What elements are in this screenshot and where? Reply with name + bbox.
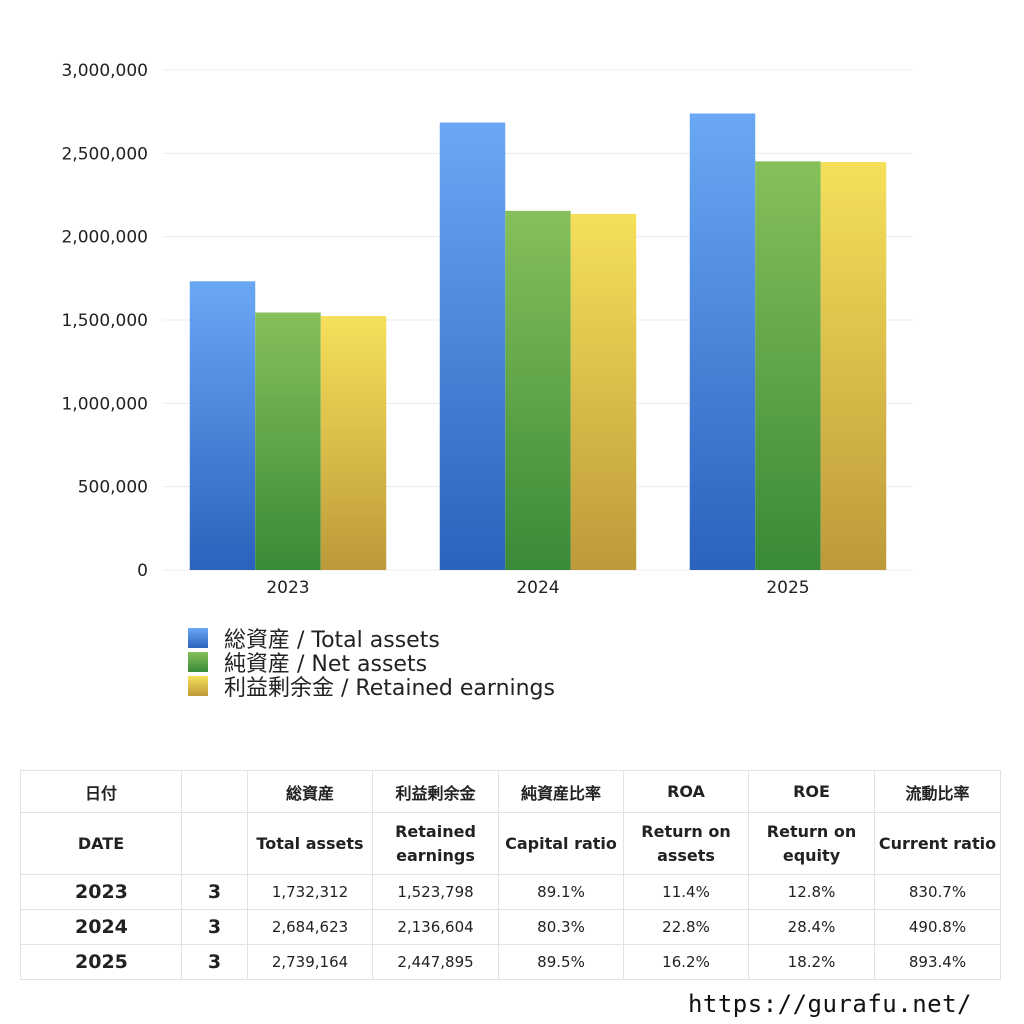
row-roa: 11.4%	[623, 874, 749, 910]
financial-summary-table: 日付 総資産 利益剰余金 純資産比率 ROA ROE 流動比率 DATE Tot…	[20, 770, 1001, 980]
row-month: 3	[181, 909, 248, 945]
table-header-row-jp: 日付 総資産 利益剰余金 純資産比率 ROA ROE 流動比率	[20, 770, 1001, 813]
header-roe-en: Return on equity	[748, 812, 875, 875]
legend-item-retained-earnings: 利益剰余金 / Retained earnings	[188, 674, 555, 701]
row-capital-ratio: 89.5%	[498, 944, 624, 980]
bar-total-assets-2025	[689, 113, 756, 571]
legend-swatch-net-assets	[188, 652, 208, 672]
legend-swatch-retained-earnings	[188, 676, 208, 696]
bars	[189, 113, 887, 571]
table-row: 2023 3 1,732,312 1,523,798 89.1% 11.4% 1…	[20, 874, 1001, 910]
row-retained-earnings: 2,447,895	[372, 944, 499, 980]
row-month: 3	[181, 874, 248, 910]
header-month-en	[181, 812, 248, 875]
legend-label-net-assets: 純資産 / Net assets	[224, 652, 428, 677]
y-tick-label: 2,000,000	[61, 228, 148, 248]
y-tick-label: 500,000	[78, 478, 148, 498]
header-roe-jp: ROE	[748, 770, 875, 813]
header-capital-ratio-en: Capital ratio	[498, 812, 624, 875]
row-retained-earnings: 1,523,798	[372, 874, 499, 910]
row-year: 2023	[20, 874, 182, 910]
bar-total-assets-2024	[439, 122, 506, 570]
row-current-ratio: 490.8%	[874, 909, 1001, 945]
row-year: 2025	[20, 944, 182, 980]
bar-chart: 0 500,000 1,000,000 1,500,000 2,000,000 2,500…	[61, 61, 913, 598]
table-row: 2024 3 2,684,623 2,136,604 80.3% 22.8% 2…	[20, 909, 1001, 945]
row-current-ratio: 893.4%	[874, 944, 1001, 980]
row-year: 2024	[20, 909, 182, 945]
header-retained-earnings-en: Retained earnings	[372, 812, 499, 875]
row-total-assets: 1,732,312	[247, 874, 373, 910]
y-tick-label: 1,000,000	[61, 394, 148, 414]
y-tick-label: 3,000,000	[61, 61, 148, 81]
row-total-assets: 2,739,164	[247, 944, 373, 980]
bar-net-assets-2023	[255, 312, 321, 570]
header-total-assets-jp: 総資産	[247, 770, 373, 813]
header-date-jp: 日付	[20, 770, 182, 813]
header-month-jp	[181, 770, 248, 813]
y-tick-label: 0	[137, 561, 148, 581]
x-axis-tick-labels: 2023 2024 2025	[266, 578, 809, 598]
row-capital-ratio: 80.3%	[498, 909, 624, 945]
header-date-en: DATE	[20, 812, 182, 875]
header-retained-earnings-jp: 利益剰余金	[372, 770, 499, 813]
row-roe: 12.8%	[748, 874, 875, 910]
row-roa: 22.8%	[623, 909, 749, 945]
bar-retained-earnings-2023	[320, 316, 387, 570]
legend-item-total-assets: 総資産 / Total assets	[188, 626, 555, 653]
row-total-assets: 2,684,623	[247, 909, 373, 945]
x-tick-label: 2024	[516, 578, 559, 598]
row-roe: 28.4%	[748, 909, 875, 945]
header-capital-ratio-jp: 純資産比率	[498, 770, 624, 813]
legend-label-total-assets: 総資産 / Total assets	[224, 628, 440, 653]
header-roa-en: Return on assets	[623, 812, 749, 875]
row-retained-earnings: 2,136,604	[372, 909, 499, 945]
bar-total-assets-2023	[189, 281, 256, 570]
row-current-ratio: 830.7%	[874, 874, 1001, 910]
x-tick-label: 2025	[766, 578, 809, 598]
table-header-row-en: DATE Total assets Retained earnings Capi…	[20, 812, 1001, 875]
bar-net-assets-2025	[755, 161, 821, 571]
x-tick-label: 2023	[266, 578, 309, 598]
row-capital-ratio: 89.1%	[498, 874, 624, 910]
row-roa: 16.2%	[623, 944, 749, 980]
bar-retained-earnings-2024	[570, 213, 637, 570]
legend-item-net-assets: 純資産 / Net assets	[188, 650, 555, 677]
bar-net-assets-2024	[505, 210, 571, 571]
legend-swatch-total-assets	[188, 628, 208, 648]
row-month: 3	[181, 944, 248, 980]
header-roa-jp: ROA	[623, 770, 749, 813]
header-current-ratio-en: Current ratio	[874, 812, 1001, 875]
row-roe: 18.2%	[748, 944, 875, 980]
y-axis-tick-labels: 0 500,000 1,000,000 1,500,000 2,000,000 2,500…	[61, 61, 148, 581]
table-row: 2025 3 2,739,164 2,447,895 89.5% 16.2% 1…	[20, 944, 1001, 980]
bar-retained-earnings-2025	[820, 162, 887, 570]
legend-label-retained-earnings: 利益剰余金 / Retained earnings	[224, 676, 555, 701]
y-tick-label: 1,500,000	[61, 311, 148, 331]
header-total-assets-en: Total assets	[247, 812, 373, 875]
legend: 総資産 / Total assets 純資産 / Net assets 利益剰余…	[188, 626, 555, 701]
header-current-ratio-jp: 流動比率	[874, 770, 1001, 813]
source-url[interactable]: https://gurafu.net/	[687, 990, 972, 1018]
y-tick-label: 2,500,000	[61, 144, 148, 164]
